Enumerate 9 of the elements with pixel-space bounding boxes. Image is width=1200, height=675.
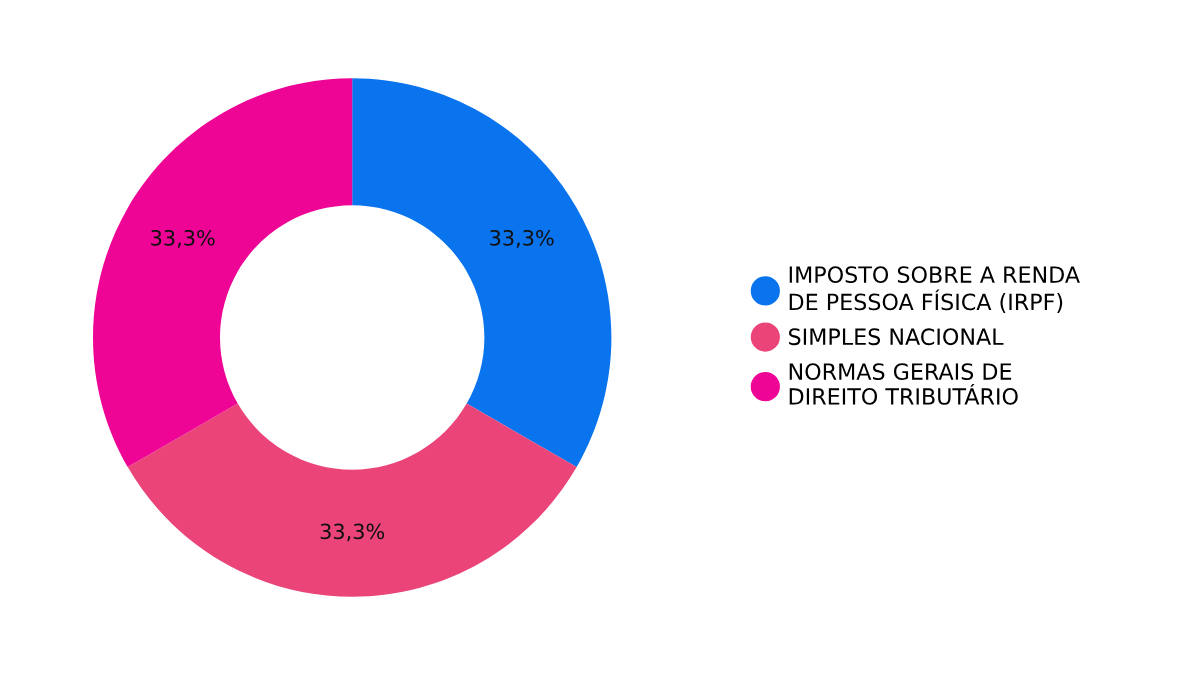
data-label: 33,3% [490, 229, 554, 248]
legend-label: SIMPLES NACIONAL [789, 328, 1004, 346]
data-label: 33,3% [320, 523, 385, 542]
legend-label: NORMAS GERAIS DE DIREITO TRIBUTÁRIO [789, 363, 1018, 405]
donut-slice [93, 78, 353, 468]
data-label: 33,3% [151, 229, 215, 248]
donut-slice [127, 403, 577, 597]
legend-label: IMPOSTO SOBRE A RENDA DE PESSOA FÍSICA (IRPF) [789, 266, 1080, 313]
donut-slice [352, 78, 612, 468]
